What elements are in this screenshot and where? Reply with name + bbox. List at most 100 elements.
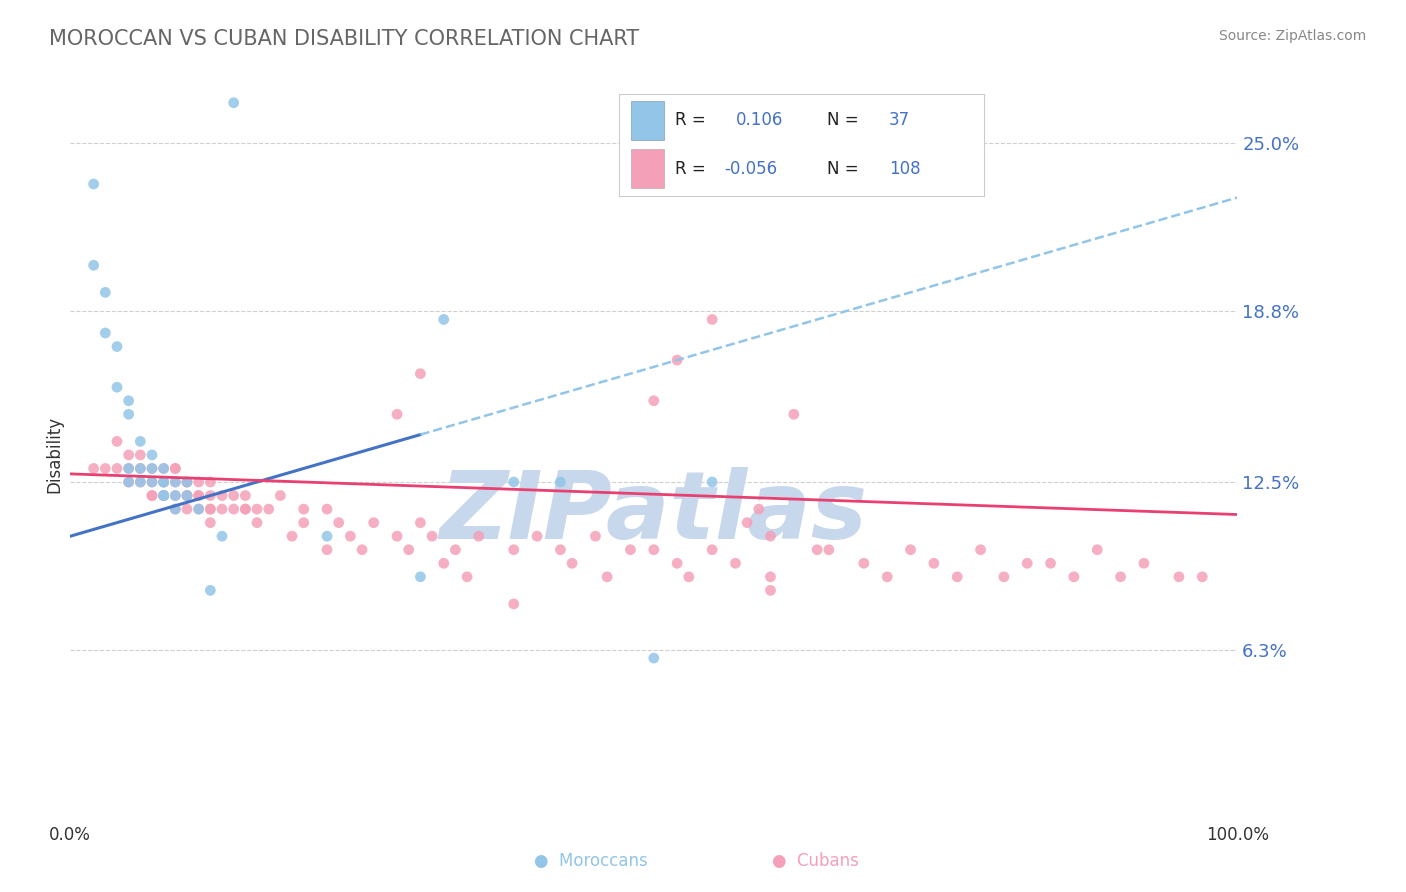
Point	[281, 529, 304, 543]
Point	[152, 489, 174, 503]
Point	[141, 475, 163, 489]
Point	[619, 542, 641, 557]
Point	[200, 516, 222, 530]
Point	[502, 597, 524, 611]
Point	[1167, 570, 1189, 584]
Point	[385, 529, 408, 543]
Point	[152, 489, 174, 503]
Point	[118, 448, 141, 462]
Point	[176, 489, 198, 503]
Point	[176, 489, 198, 503]
Point	[1191, 570, 1213, 584]
Point	[105, 380, 128, 394]
Point	[993, 570, 1015, 584]
Point	[561, 556, 583, 570]
Point	[759, 570, 782, 584]
Point	[759, 583, 782, 598]
Text: R =: R =	[675, 112, 706, 129]
Point	[105, 434, 128, 449]
Point	[187, 502, 209, 516]
Point	[783, 407, 806, 421]
Point	[129, 448, 152, 462]
Point	[187, 489, 209, 503]
Text: -0.056: -0.056	[724, 160, 778, 178]
Point	[433, 556, 456, 570]
Point	[165, 502, 187, 516]
Point	[200, 475, 222, 489]
Point	[105, 340, 128, 354]
Point	[129, 475, 152, 489]
Point	[222, 502, 245, 516]
Point	[398, 542, 420, 557]
Point	[748, 502, 770, 516]
Point	[152, 489, 174, 503]
Point	[200, 583, 222, 598]
Point	[502, 542, 524, 557]
Point	[152, 475, 174, 489]
Point	[269, 489, 291, 503]
Point	[818, 542, 841, 557]
Bar	[631, 149, 664, 188]
Point	[176, 502, 198, 516]
Point	[105, 461, 128, 475]
Point	[969, 542, 991, 557]
Y-axis label: Disability: Disability	[45, 417, 63, 493]
Point	[409, 367, 432, 381]
Point	[385, 407, 408, 421]
Point	[165, 489, 187, 503]
Point	[456, 570, 478, 584]
Point	[502, 475, 524, 489]
Text: N =: N =	[827, 112, 859, 129]
Point	[922, 556, 945, 570]
Point	[946, 570, 969, 584]
Point	[444, 542, 467, 557]
Text: Source: ZipAtlas.com: Source: ZipAtlas.com	[1219, 29, 1367, 43]
Point	[165, 475, 187, 489]
Point	[852, 556, 875, 570]
Point	[165, 489, 187, 503]
Point	[211, 489, 233, 503]
Point	[118, 407, 141, 421]
Point	[292, 502, 315, 516]
Point	[200, 502, 222, 516]
Point	[1085, 542, 1108, 557]
Text: ●  Cubans: ● Cubans	[772, 852, 859, 870]
Point	[118, 461, 141, 475]
Point	[152, 461, 174, 475]
Point	[1017, 556, 1039, 570]
Point	[152, 475, 174, 489]
Text: N =: N =	[827, 160, 859, 178]
Point	[94, 461, 117, 475]
Point	[94, 285, 117, 300]
Point	[83, 177, 105, 191]
Point	[409, 570, 432, 584]
Point	[83, 258, 105, 272]
Point	[141, 489, 163, 503]
Bar	[631, 101, 664, 140]
Point	[292, 516, 315, 530]
Point	[585, 529, 607, 543]
Point	[176, 489, 198, 503]
Point	[550, 475, 572, 489]
Point	[152, 475, 174, 489]
Point	[118, 461, 141, 475]
Point	[118, 475, 141, 489]
Point	[187, 489, 209, 503]
Point	[643, 542, 665, 557]
Point	[211, 529, 233, 543]
Point	[1039, 556, 1062, 570]
Point	[316, 542, 339, 557]
Point	[200, 502, 222, 516]
Point	[165, 502, 187, 516]
Point	[187, 502, 209, 516]
Point	[666, 556, 689, 570]
Point	[165, 461, 187, 475]
Point	[233, 502, 256, 516]
Point	[165, 475, 187, 489]
Point	[316, 502, 339, 516]
Point	[420, 529, 443, 543]
Point	[806, 542, 828, 557]
Text: R =: R =	[675, 160, 706, 178]
Point	[176, 475, 198, 489]
Point	[129, 475, 152, 489]
